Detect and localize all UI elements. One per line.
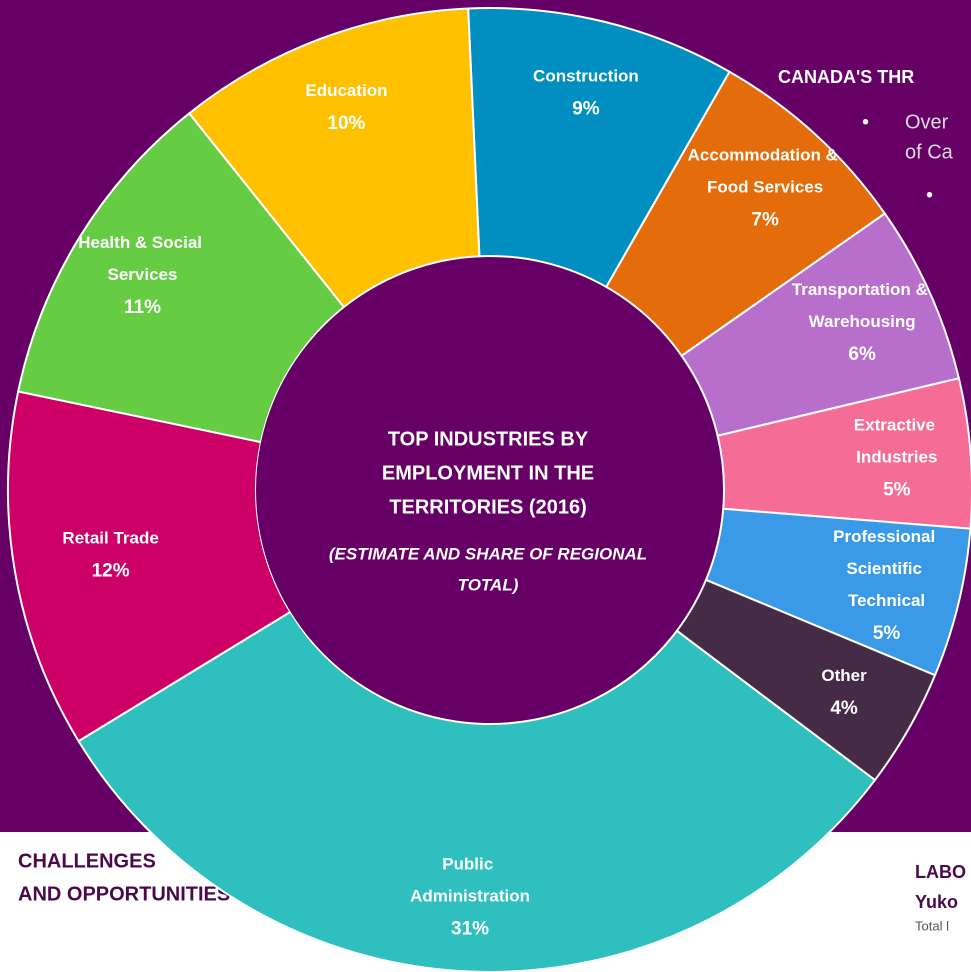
bullet: • (926, 184, 933, 206)
chart-title: TERRITORIES (2016) (389, 496, 586, 518)
value-label: 11% (124, 297, 161, 318)
value-label: 9% (572, 98, 600, 119)
bullet-text: of Ca (905, 141, 954, 163)
bullet: • (862, 111, 869, 133)
bullet-text: Over (905, 111, 949, 133)
section-heading: LABO (915, 862, 966, 882)
slice-label: Education (305, 82, 387, 101)
slice-label: Construction (533, 67, 639, 86)
value-label: 10% (327, 113, 365, 134)
donut: Construction 9% Accommodation & Food Servi… (7, 7, 971, 972)
slice-label: Retail Trade (62, 529, 158, 548)
section-heading: CHALLENGES (18, 850, 156, 872)
slice-label: Other (821, 666, 867, 685)
donut-slice (77, 610, 877, 972)
value-label: 5% (873, 623, 901, 644)
value-label: 7% (751, 210, 779, 231)
chart-subtitle: (ESTIMATE AND SHARE OF REGIONAL (329, 544, 647, 563)
slice-label: Professional Scientific Technical (833, 527, 940, 610)
slice-label: Accommodation & Food Services (688, 146, 843, 197)
body-text: Total l (915, 918, 949, 933)
slice-label: Public Administration (410, 855, 530, 906)
chart-subtitle: TOTAL) (458, 575, 519, 594)
slice-label: Health & Social Services (78, 234, 206, 285)
value-label: 5% (883, 480, 911, 501)
chart-title: EMPLOYMENT IN THE (382, 462, 594, 484)
donut-slice (187, 7, 481, 309)
donut-slice (7, 390, 292, 743)
value-label: 31% (451, 919, 489, 940)
slice-label: Extractive Industries (854, 416, 940, 467)
chart-title: TOP INDUSTRIES BY (388, 428, 589, 450)
donut-slice (17, 111, 346, 444)
donut-hole (256, 258, 720, 722)
section-heading: Yuko (915, 892, 958, 912)
value-label: 12% (92, 561, 130, 582)
value-label: 6% (848, 344, 876, 365)
value-label: 4% (830, 698, 858, 719)
slice-label: Transportation & Warehousing (792, 280, 933, 331)
heading: CANADA'S THR (778, 67, 914, 87)
section-heading: AND OPPORTUNITIES (18, 883, 230, 905)
